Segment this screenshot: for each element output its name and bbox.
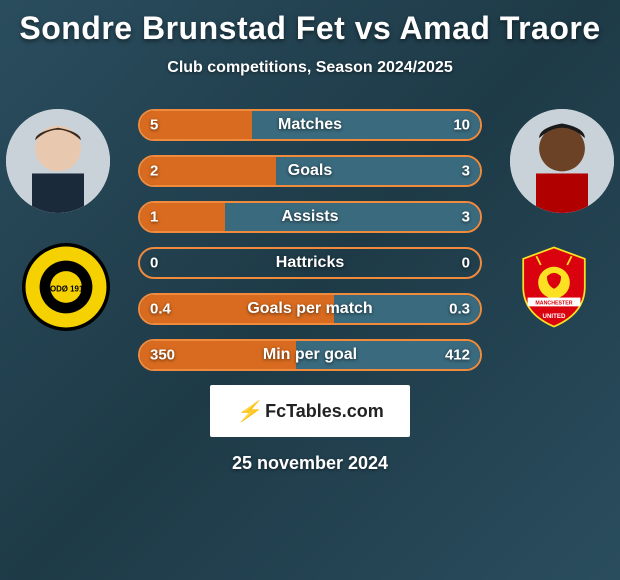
branding-icon: ⚡: [236, 399, 261, 424]
branding-box: ⚡ FcTables.com: [210, 385, 410, 437]
stat-label: Goals: [288, 162, 332, 180]
stat-value-left: 5: [150, 117, 158, 134]
stat-label: Matches: [278, 116, 342, 134]
stat-row: 350 412 Min per goal: [138, 339, 482, 371]
stat-row: 0.4 0.3 Goals per match: [138, 293, 482, 325]
stat-bar-right: [225, 203, 480, 231]
player-left-club-badge: BODØ 1916: [22, 243, 110, 331]
stat-label: Hattricks: [276, 254, 344, 272]
stat-value-right: 10: [453, 117, 470, 134]
stat-value-right: 0: [462, 255, 470, 272]
stat-value-right: 3: [462, 163, 470, 180]
stat-value-left: 0.4: [150, 301, 171, 318]
stat-value-left: 2: [150, 163, 158, 180]
svg-text:UNITED: UNITED: [543, 313, 566, 320]
stat-bar-left: [140, 157, 276, 185]
stat-value-right: 0.3: [449, 301, 470, 318]
svg-text:MANCHESTER: MANCHESTER: [535, 301, 572, 307]
person-icon: [6, 109, 110, 213]
stat-row: 0 0 Hattricks: [138, 247, 482, 279]
club-badge-icon: MANCHESTER UNITED: [510, 243, 598, 331]
stat-row: 5 10 Matches: [138, 109, 482, 141]
date-label: 25 november 2024: [0, 453, 620, 474]
stat-label: Min per goal: [263, 346, 357, 364]
stat-value-left: 1: [150, 209, 158, 226]
stat-value-left: 350: [150, 347, 175, 364]
player-right-club-badge: MANCHESTER UNITED: [510, 243, 598, 331]
branding-text: FcTables.com: [265, 401, 384, 422]
person-icon: [510, 109, 614, 213]
subtitle: Club competitions, Season 2024/2025: [0, 59, 620, 77]
stat-row: 1 3 Assists: [138, 201, 482, 233]
club-badge-icon: BODØ 1916: [22, 243, 110, 331]
player-left-avatar: [6, 109, 110, 213]
stat-row: 2 3 Goals: [138, 155, 482, 187]
page-title: Sondre Brunstad Fet vs Amad Traore: [0, 0, 620, 47]
stats-container: BODØ 1916 MANCHESTER UNITED 510Matches23…: [0, 109, 620, 371]
stat-value-left: 0: [150, 255, 158, 272]
svg-text:BODØ 1916: BODØ 1916: [44, 284, 88, 293]
stat-label: Goals per match: [247, 300, 372, 318]
player-right-avatar: [510, 109, 614, 213]
stat-label: Assists: [282, 208, 339, 226]
stat-value-right: 412: [445, 347, 470, 364]
stat-value-right: 3: [462, 209, 470, 226]
